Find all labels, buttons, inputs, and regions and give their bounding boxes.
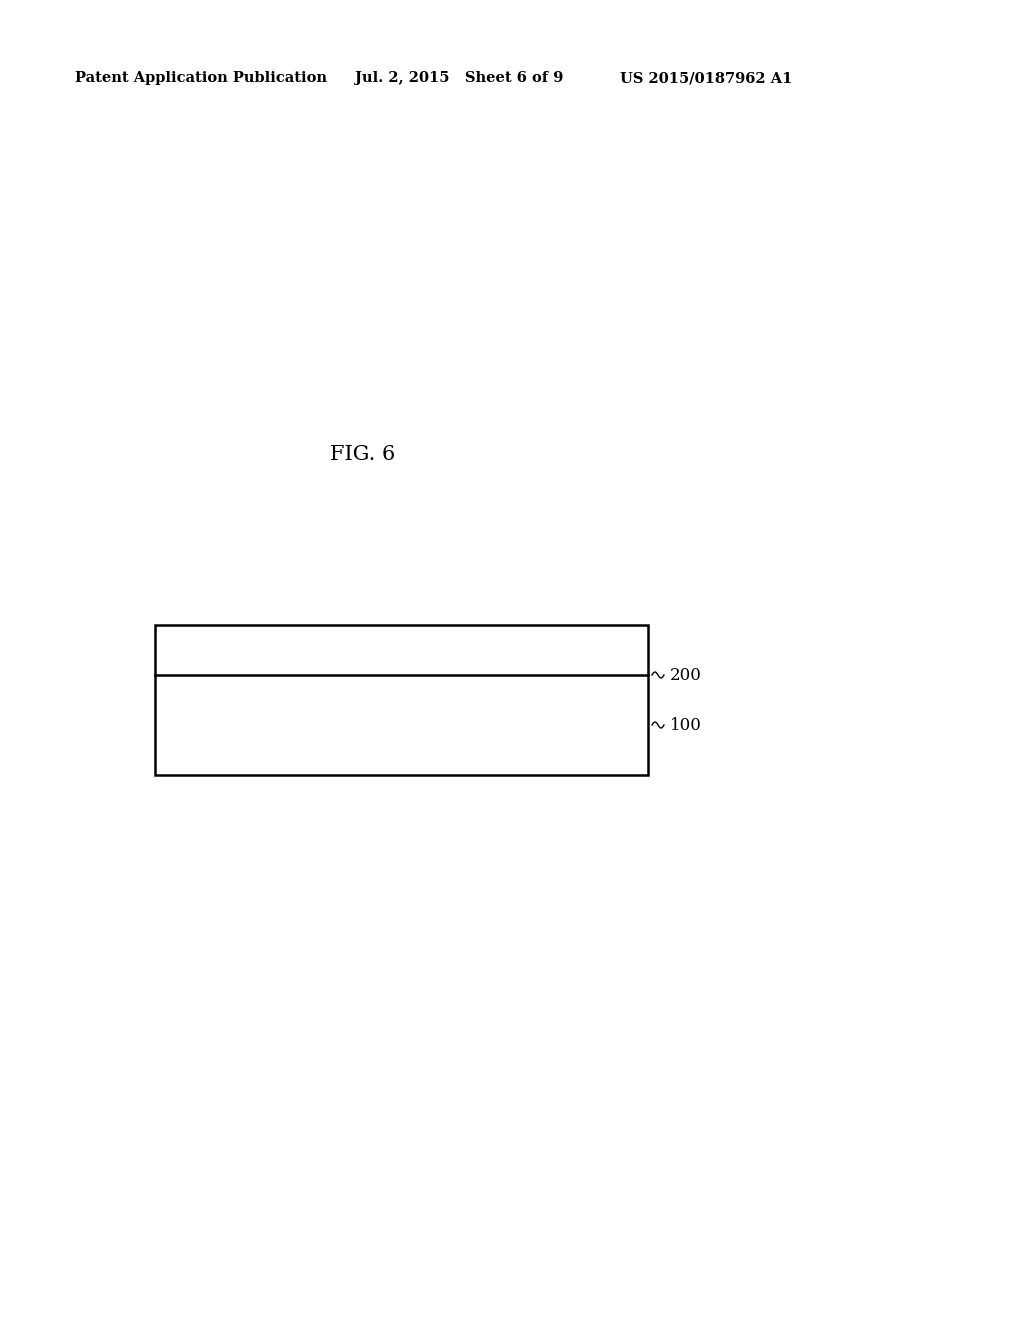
Text: Patent Application Publication: Patent Application Publication (75, 71, 327, 84)
Text: 100: 100 (670, 717, 701, 734)
Text: US 2015/0187962 A1: US 2015/0187962 A1 (620, 71, 793, 84)
Text: 200: 200 (670, 667, 701, 684)
Text: FIG. 6: FIG. 6 (330, 446, 395, 465)
Text: Jul. 2, 2015   Sheet 6 of 9: Jul. 2, 2015 Sheet 6 of 9 (355, 71, 563, 84)
Bar (155, 624, 648, 775)
